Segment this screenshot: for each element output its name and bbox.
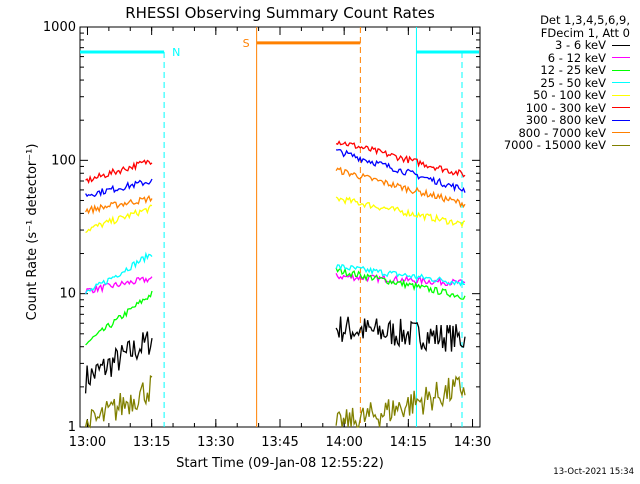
legend-swatch xyxy=(612,69,630,71)
x-tick-label: 13:00 xyxy=(69,435,106,450)
legend-entry: 100 - 300 keV xyxy=(470,100,634,115)
legend-entry: 300 - 800 keV xyxy=(470,114,634,127)
legend-swatch xyxy=(612,144,630,146)
legend-entry-label: 6 - 12 keV xyxy=(547,50,606,65)
series-7000_15000kev-line xyxy=(84,375,153,429)
y-tick-label: 10 xyxy=(59,287,76,302)
legend-entry-label: 12 - 25 keV xyxy=(540,63,606,77)
legend-entry-label: 300 - 800 keV xyxy=(525,113,606,127)
x-tick-label: 14:15 xyxy=(390,435,427,450)
legend-entry: 6 - 12 keV xyxy=(470,50,634,65)
y-tick-label: 1000 xyxy=(43,20,76,35)
legend-entry-label: 3 - 6 keV xyxy=(555,38,606,52)
generation-timestamp: 13-Oct-2021 15:34 xyxy=(553,467,634,477)
y-tick-label: 100 xyxy=(51,153,76,168)
x-tick-label: 14:30 xyxy=(454,435,491,450)
annotation-s-label: S xyxy=(243,37,250,50)
series-50_100kev-line xyxy=(335,196,466,229)
legend-entry: 7000 - 15000 keV xyxy=(470,139,634,152)
legend-entry: 800 - 7000 keV xyxy=(470,125,634,140)
legend-swatch xyxy=(612,44,630,46)
series-25_50kev-line xyxy=(85,251,153,295)
annotation-n-label: N xyxy=(172,46,180,59)
legend-entry-label: 25 - 50 keV xyxy=(540,75,606,90)
legend-header-decimation: FDecim 1, Att 0 xyxy=(540,25,630,40)
series-12_25kev-line xyxy=(335,267,466,300)
series-12_25kev-line xyxy=(85,290,153,346)
legend: Det 1,3,4,5,6,9, FDecim 1, Att 0 3 - 6 k… xyxy=(470,14,634,152)
legend-swatch xyxy=(612,94,630,96)
series-100_300kev-line xyxy=(335,140,466,178)
series-25_50kev-line xyxy=(335,263,465,287)
legend-entry-label: 100 - 300 keV xyxy=(525,100,606,115)
series-300_800kev-line xyxy=(336,148,466,193)
legend-swatch xyxy=(612,132,630,134)
legend-entries: 3 - 6 keV 6 - 12 keV 12 - 25 keV 25 - 50 ke… xyxy=(470,39,634,152)
legend-swatch xyxy=(612,82,630,84)
y-axis-label: Count Rate (s⁻¹ detector⁻¹) xyxy=(25,144,40,321)
legend-swatch xyxy=(612,57,630,59)
x-tick-label: 13:15 xyxy=(133,435,170,450)
x-tick-label: 13:45 xyxy=(261,435,298,450)
chart-title: RHESSI Observing Summary Count Rates xyxy=(125,4,435,22)
series-3_6kev-line xyxy=(335,316,466,353)
legend-entry: 3 - 6 keV xyxy=(470,39,634,52)
x-axis-label: Start Time (09-Jan-08 12:55:22) xyxy=(176,456,384,471)
series-7000_15000kev-line xyxy=(335,375,466,428)
y-tick-label: 1 xyxy=(68,420,76,435)
x-tick-label: 14:00 xyxy=(325,435,362,450)
legend-entry: 12 - 25 keV xyxy=(470,64,634,77)
legend-entry-label: 7000 - 15000 keV xyxy=(503,138,606,152)
legend-header-detectors: Det 1,3,4,5,6,9, xyxy=(540,13,630,27)
x-tick-label: 13:30 xyxy=(197,435,234,450)
series-800_7000kev-line xyxy=(335,166,466,209)
legend-entry: 25 - 50 keV xyxy=(470,75,634,90)
legend-swatch xyxy=(612,119,630,121)
legend-entry-label: 50 - 100 keV xyxy=(533,88,606,102)
series-6_12kev-line xyxy=(84,276,153,294)
legend-swatch xyxy=(612,107,630,109)
series-300_800kev-line xyxy=(85,178,153,198)
series-50_100kev-line xyxy=(85,204,153,234)
series-800_7000kev-line xyxy=(85,194,153,215)
legend-entry-label: 800 - 7000 keV xyxy=(518,125,606,140)
series-3_6kev-line xyxy=(84,331,153,394)
plot-frame xyxy=(79,26,481,428)
legend-entry: 50 - 100 keV xyxy=(470,89,634,102)
series-100_300kev-line xyxy=(85,159,153,185)
